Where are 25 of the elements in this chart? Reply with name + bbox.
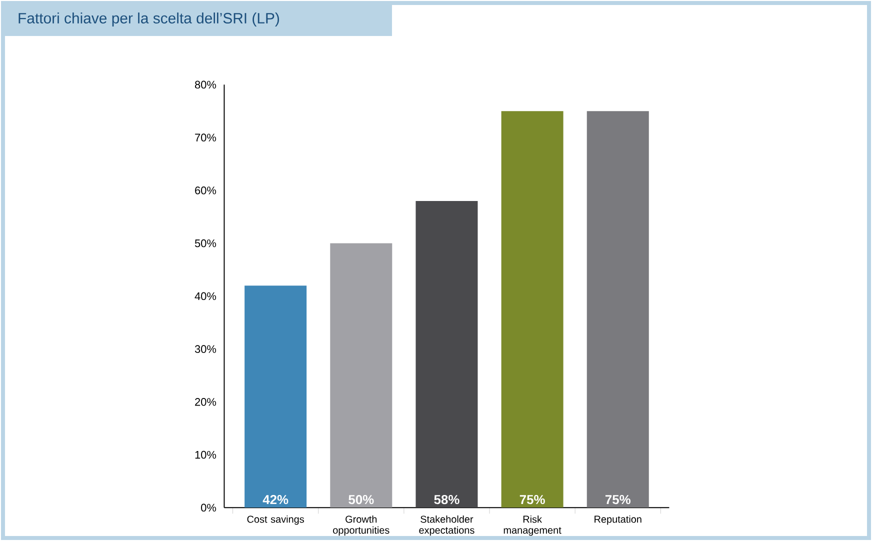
y-tick-label: 0% <box>201 504 216 512</box>
y-tick-label: 70% <box>195 134 216 142</box>
bar <box>586 111 649 508</box>
y-tick-label: 10% <box>195 450 216 459</box>
y-tick-label: 30% <box>194 345 216 353</box>
y-tick-label: 50% <box>194 239 216 248</box>
x-tick-label: Risk management <box>504 515 562 536</box>
y-tick-label: 80% <box>194 80 216 89</box>
data-label: 58% <box>434 494 460 504</box>
data-label: 75% <box>605 495 630 504</box>
bar <box>244 286 307 508</box>
bar <box>416 201 478 508</box>
x-tick-label: Cost savings <box>247 515 304 525</box>
y-tick-label: 60% <box>195 186 216 194</box>
chart-title: Fattori chiave per la scelta dell’SRI (LP) <box>18 12 279 26</box>
x-tick-label: Reputation <box>594 515 642 525</box>
y-tick-label: 40% <box>194 292 216 300</box>
y-tick-label: 20% <box>195 398 216 406</box>
bar <box>330 243 392 508</box>
bar <box>501 111 564 508</box>
data-label: 42% <box>262 495 288 504</box>
data-label: 75% <box>520 495 545 504</box>
x-tick-label: Growth opportunities <box>333 515 390 536</box>
data-label: 50% <box>348 494 374 504</box>
x-tick-label: Stakeholder expectations <box>419 515 474 536</box>
